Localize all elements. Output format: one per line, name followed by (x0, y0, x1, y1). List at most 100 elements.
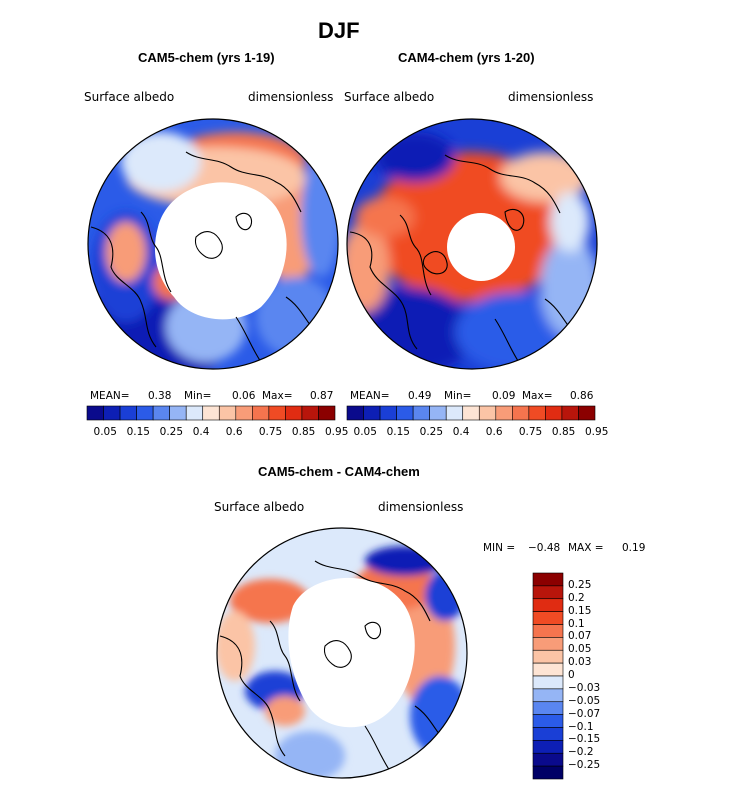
colorbar-swatch (532, 714, 564, 728)
panel2-right-label: dimensionless (508, 90, 594, 104)
colorbar-tick-label: −0.07 (568, 707, 601, 720)
panel3-min-label: MIN = (483, 542, 516, 554)
colorbar-swatch (495, 405, 513, 421)
panel1-max-label: Max= (262, 390, 293, 402)
colorbar-swatch (532, 765, 564, 780)
colorbar-swatch (578, 405, 596, 421)
colorbar-tick-label: 0 (568, 669, 575, 681)
colorbar-swatch (235, 405, 253, 421)
colorbar-tick-label: 0.07 (568, 630, 592, 643)
colorbar-tick-label: 0.05 (568, 643, 592, 656)
colorbar-swatch (363, 405, 381, 421)
panel2-max-label: Max= (522, 390, 553, 402)
colorbar-swatch (462, 405, 480, 421)
panel1-map (87, 118, 339, 370)
colorbar-swatch (512, 405, 530, 421)
colorbar-swatch (103, 405, 121, 421)
colorbar-swatch (346, 405, 364, 421)
panel2-title: CAM4-chem (yrs 1-20) (398, 50, 535, 65)
panel1-colorbar (86, 405, 336, 421)
colorbar-tick-label: 0.4 (192, 426, 210, 438)
colorbar-tick-label: −0.25 (568, 759, 601, 772)
colorbar-tick-label: −0.15 (568, 733, 601, 746)
colorbar-swatch (528, 405, 546, 421)
colorbar-swatch (532, 585, 564, 600)
colorbar-tick-label: 0.6 (485, 426, 503, 438)
colorbar-tick-label: 0.85 (551, 426, 576, 438)
colorbar-swatch (532, 727, 564, 741)
colorbar-swatch (429, 405, 447, 421)
colorbar-swatch (532, 701, 564, 715)
colorbar-swatch (445, 405, 464, 421)
colorbar-swatch (152, 405, 170, 421)
colorbar-swatch (252, 405, 270, 421)
colorbar-tick-label: −0.1 (568, 720, 594, 733)
colorbar-tick-label: 0.75 (518, 426, 543, 438)
panel3-min-value: −0.48 (528, 542, 561, 554)
colorbar-swatch (86, 405, 104, 421)
panel2-mean-label: MEAN= (350, 390, 390, 402)
colorbar-tick-label: −0.03 (568, 681, 601, 694)
panel2-left-label: Surface albedo (344, 90, 435, 104)
colorbar-tick-label: 0.95 (325, 426, 349, 438)
colorbar-tick-label: 0.4 (452, 426, 470, 438)
panel2-map (346, 118, 598, 370)
colorbar-swatch (532, 752, 564, 767)
colorbar-swatch (379, 405, 397, 421)
panel1-mean-label: MEAN= (90, 390, 130, 402)
panel3-right-label: dimensionless (378, 500, 464, 514)
panel1-min-label: Min= (184, 390, 212, 402)
panel2-colorbar (346, 405, 596, 421)
panel2-min-value: 0.09 (492, 390, 516, 402)
colorbar-swatch (478, 405, 497, 421)
colorbar-tick-label: 0.6 (225, 426, 243, 438)
colorbar-swatch (268, 405, 286, 421)
colorbar-tick-label: −0.05 (568, 694, 601, 707)
colorbar-swatch (532, 572, 564, 587)
colorbar-swatch (532, 611, 564, 625)
panel3-max-label: MAX = (568, 542, 604, 554)
colorbar-tick-label: 0.03 (568, 656, 592, 669)
colorbar-swatch (412, 405, 430, 421)
colorbar-tick-label: 0.05 (93, 426, 117, 438)
colorbar-tick-label: 0.15 (386, 426, 410, 438)
panel1-title: CAM5-chem (yrs 1-19) (138, 50, 275, 65)
colorbar-swatch (532, 598, 564, 612)
colorbar-tick-label: 0.25 (159, 426, 184, 438)
colorbar-swatch (301, 405, 319, 421)
colorbar-swatch (545, 405, 563, 421)
colorbar-swatch (561, 405, 579, 421)
panel2-mean-value: 0.49 (408, 390, 432, 402)
colorbar-swatch (318, 405, 336, 421)
colorbar-swatch (119, 405, 137, 421)
colorbar-swatch (202, 405, 220, 421)
colorbar-tick-label: 0.05 (353, 426, 377, 438)
panel3-colorbar-ticks: 0.25 0.2 0.15 0.1 0.07 0.05 0.03 0 −0.03 −0.05 −0.… (568, 573, 628, 779)
panel1-right-label: dimensionless (248, 90, 334, 104)
colorbar-tick-label: 0.75 (258, 426, 283, 438)
panel3-map (216, 527, 468, 779)
colorbar-tick-label: 0.15 (126, 426, 150, 438)
colorbar-swatch (169, 405, 187, 421)
colorbar-tick-label: 0.15 (568, 604, 592, 617)
panel1-colorbar-ticks: 0.05 0.15 0.25 0.4 0.6 0.75 0.85 0.95 (87, 426, 349, 440)
panel1-min-value: 0.06 (232, 390, 256, 402)
panel3-title: CAM5-chem - CAM4-chem (258, 464, 420, 479)
colorbar-swatch (218, 405, 237, 421)
colorbar-swatch (532, 740, 564, 754)
colorbar-swatch (185, 405, 204, 421)
panel3-max-value: 0.19 (622, 542, 646, 554)
colorbar-tick-label: 0.25 (419, 426, 444, 438)
panel1-left-label: Surface albedo (84, 90, 175, 104)
colorbar-swatch (396, 405, 414, 421)
colorbar-swatch (532, 637, 564, 651)
panel2-max-value: 0.86 (570, 390, 594, 402)
colorbar-swatch (532, 624, 564, 638)
figure-title: DJF (318, 18, 360, 43)
colorbar-swatch (285, 405, 303, 421)
colorbar-tick-label: 0.85 (291, 426, 316, 438)
colorbar-swatch (532, 649, 564, 664)
panel1-max-value: 0.87 (310, 390, 334, 402)
colorbar-swatch (532, 688, 564, 703)
panel2-colorbar-ticks: 0.05 0.15 0.25 0.4 0.6 0.75 0.85 0.95 (347, 426, 609, 440)
